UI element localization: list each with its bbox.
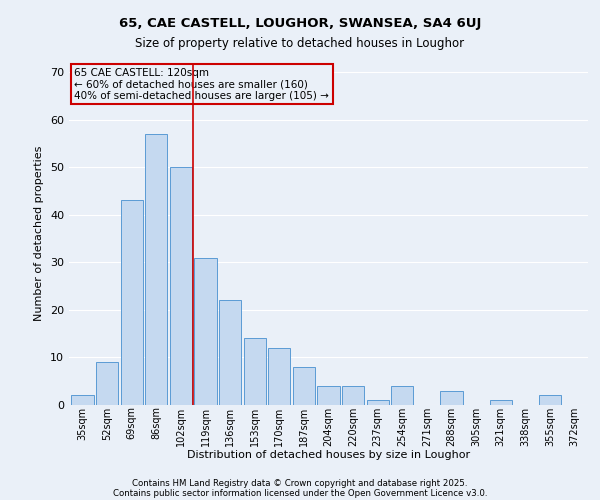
Bar <box>490 400 512 405</box>
Text: 65 CAE CASTELL: 120sqm
← 60% of detached houses are smaller (160)
40% of semi-de: 65 CAE CASTELL: 120sqm ← 60% of detached… <box>74 68 329 101</box>
Bar <box>96 362 118 405</box>
Text: Contains public sector information licensed under the Open Government Licence v3: Contains public sector information licen… <box>113 488 487 498</box>
X-axis label: Distribution of detached houses by size in Loughor: Distribution of detached houses by size … <box>187 450 470 460</box>
Bar <box>293 367 315 405</box>
Bar <box>367 400 389 405</box>
Bar <box>170 167 192 405</box>
Text: 65, CAE CASTELL, LOUGHOR, SWANSEA, SA4 6UJ: 65, CAE CASTELL, LOUGHOR, SWANSEA, SA4 6… <box>119 18 481 30</box>
Bar <box>145 134 167 405</box>
Bar <box>317 386 340 405</box>
Bar <box>71 396 94 405</box>
Bar <box>244 338 266 405</box>
Y-axis label: Number of detached properties: Number of detached properties <box>34 146 44 322</box>
Bar <box>268 348 290 405</box>
Text: Size of property relative to detached houses in Loughor: Size of property relative to detached ho… <box>136 38 464 51</box>
Text: Contains HM Land Registry data © Crown copyright and database right 2025.: Contains HM Land Registry data © Crown c… <box>132 478 468 488</box>
Bar <box>342 386 364 405</box>
Bar <box>391 386 413 405</box>
Bar <box>440 390 463 405</box>
Bar <box>539 396 561 405</box>
Bar <box>219 300 241 405</box>
Bar <box>121 200 143 405</box>
Bar <box>194 258 217 405</box>
